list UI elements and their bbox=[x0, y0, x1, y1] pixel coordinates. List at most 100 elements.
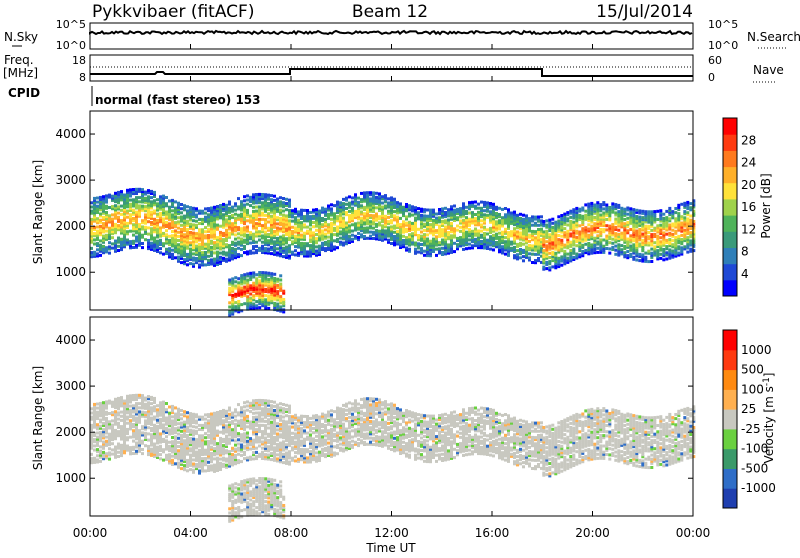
power-cell bbox=[315, 229, 318, 232]
power-cell bbox=[342, 217, 345, 220]
power-cell bbox=[474, 213, 477, 216]
velocity-cell bbox=[198, 428, 201, 431]
power-cell bbox=[402, 239, 405, 242]
power-cell bbox=[477, 203, 480, 206]
power-cell bbox=[360, 233, 363, 236]
velocity-cell bbox=[111, 419, 114, 422]
velocity-cell bbox=[105, 440, 108, 443]
velocity-cell bbox=[198, 416, 201, 419]
power-cell bbox=[144, 213, 147, 216]
power-cell bbox=[207, 255, 210, 258]
power-cell bbox=[653, 227, 656, 230]
power-cell bbox=[282, 298, 285, 301]
power-cell bbox=[270, 246, 273, 249]
power-heatmap-cells bbox=[90, 188, 695, 317]
power-cell bbox=[333, 227, 336, 230]
power-cell bbox=[180, 203, 183, 206]
velocity-cell bbox=[138, 394, 141, 397]
power-cell bbox=[390, 196, 393, 199]
power-cell bbox=[531, 224, 534, 227]
power-cell bbox=[548, 260, 551, 263]
power-cell bbox=[659, 236, 662, 239]
power-cell bbox=[408, 248, 411, 251]
power-cell bbox=[566, 253, 569, 256]
power-cell bbox=[402, 235, 405, 238]
power-cell bbox=[372, 231, 375, 234]
power-cell bbox=[102, 235, 105, 238]
power-cell bbox=[288, 199, 291, 202]
power-cell bbox=[513, 246, 516, 249]
power-cell bbox=[453, 250, 456, 253]
velocity-cell bbox=[156, 408, 159, 411]
velocity-cell bbox=[147, 426, 150, 429]
velocity-cell bbox=[183, 410, 186, 413]
power-cell bbox=[405, 222, 408, 225]
velocity-heatmap-cells bbox=[90, 394, 695, 523]
power-cell bbox=[165, 211, 168, 214]
power-cell bbox=[186, 209, 189, 212]
power-cell bbox=[572, 248, 575, 251]
power-cell bbox=[650, 248, 653, 251]
velocity-cell bbox=[198, 449, 201, 452]
velocity-cell bbox=[159, 418, 162, 421]
power-cell bbox=[234, 238, 237, 241]
power-cell bbox=[674, 230, 677, 233]
freq-label-2: [MHz] bbox=[3, 66, 38, 80]
power-cell bbox=[321, 207, 324, 210]
power-cell bbox=[581, 227, 584, 230]
power-cell bbox=[279, 283, 282, 286]
power-cell bbox=[192, 257, 195, 260]
power-cell bbox=[468, 218, 471, 221]
velocity-cell bbox=[99, 402, 102, 405]
power-cell bbox=[656, 210, 659, 213]
power-cell bbox=[560, 239, 563, 242]
power-cell bbox=[498, 219, 501, 222]
power-cell bbox=[225, 204, 228, 207]
power-cell bbox=[638, 209, 641, 212]
velocity-cell bbox=[159, 445, 162, 448]
power-cell bbox=[219, 231, 222, 234]
power-cell bbox=[656, 235, 659, 238]
power-cell bbox=[447, 208, 450, 211]
power-cell bbox=[96, 201, 99, 204]
nsky-tick-bottom: 10^0 bbox=[56, 39, 86, 52]
velocity-cell bbox=[162, 438, 165, 441]
power-cell bbox=[255, 304, 258, 307]
power-cell bbox=[498, 207, 501, 210]
velocity-cell bbox=[192, 463, 195, 466]
power-cell bbox=[620, 207, 623, 210]
colorbar-tick-label: 16 bbox=[741, 200, 756, 214]
power-cell bbox=[336, 246, 339, 249]
power-cell bbox=[255, 273, 258, 276]
power-cell bbox=[234, 248, 237, 251]
power-cell bbox=[264, 294, 267, 297]
power-cell bbox=[318, 245, 321, 248]
power-cell bbox=[246, 226, 249, 229]
power-cell bbox=[566, 230, 569, 233]
power-cell bbox=[240, 227, 243, 230]
velocity-cell bbox=[96, 436, 99, 439]
velocity-cell bbox=[177, 449, 180, 452]
velocity-cell bbox=[186, 434, 189, 437]
power-cell bbox=[686, 211, 689, 214]
velocity-cell bbox=[192, 458, 195, 461]
power-cell bbox=[635, 215, 638, 218]
power-cell bbox=[177, 239, 180, 242]
velocity-cell bbox=[165, 454, 168, 457]
power-cell bbox=[587, 203, 590, 206]
power-cell bbox=[327, 213, 330, 216]
power-cell bbox=[261, 241, 264, 244]
power-cell bbox=[510, 241, 513, 244]
power-cell bbox=[444, 226, 447, 229]
velocity-cell bbox=[174, 413, 177, 416]
power-cell bbox=[659, 209, 662, 212]
power-cell bbox=[456, 229, 459, 232]
power-cell bbox=[674, 217, 677, 220]
power-cell bbox=[336, 226, 339, 229]
power-cell bbox=[686, 217, 689, 220]
power-cell bbox=[363, 206, 366, 209]
power-cell bbox=[578, 231, 581, 234]
power-cell bbox=[545, 244, 548, 247]
velocity-cell bbox=[120, 396, 123, 399]
velocity-cell bbox=[192, 425, 195, 428]
